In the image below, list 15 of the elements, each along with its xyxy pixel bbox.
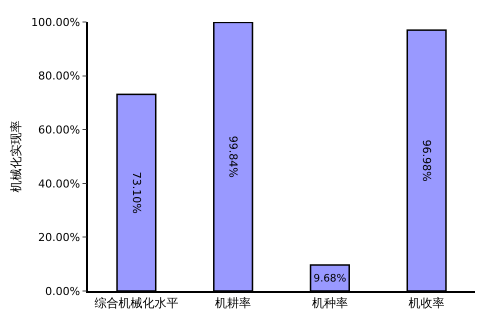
y-tick-label: 100.00% bbox=[31, 16, 80, 29]
y-axis-title: 机械化实现率 bbox=[8, 120, 23, 192]
data-label: 73.10% bbox=[130, 172, 143, 214]
y-tick-label: 60.00% bbox=[38, 123, 80, 136]
y-tick-label: 40.00% bbox=[38, 177, 80, 190]
y-tick-label: 20.00% bbox=[38, 231, 80, 244]
x-tick-label: 机收率 bbox=[408, 296, 445, 310]
data-label: 99.84% bbox=[226, 136, 240, 178]
y-tick-label: 0.00% bbox=[45, 284, 80, 298]
x-tick-label: 综合机械化水平 bbox=[94, 296, 178, 310]
data-label: 96.98% bbox=[420, 140, 434, 182]
x-tick-label: 机耕率 bbox=[215, 296, 252, 310]
data-label: 9.68% bbox=[314, 272, 346, 284]
y-tick-label: 80.00% bbox=[38, 70, 80, 83]
x-tick-label: 机种率 bbox=[312, 296, 348, 310]
